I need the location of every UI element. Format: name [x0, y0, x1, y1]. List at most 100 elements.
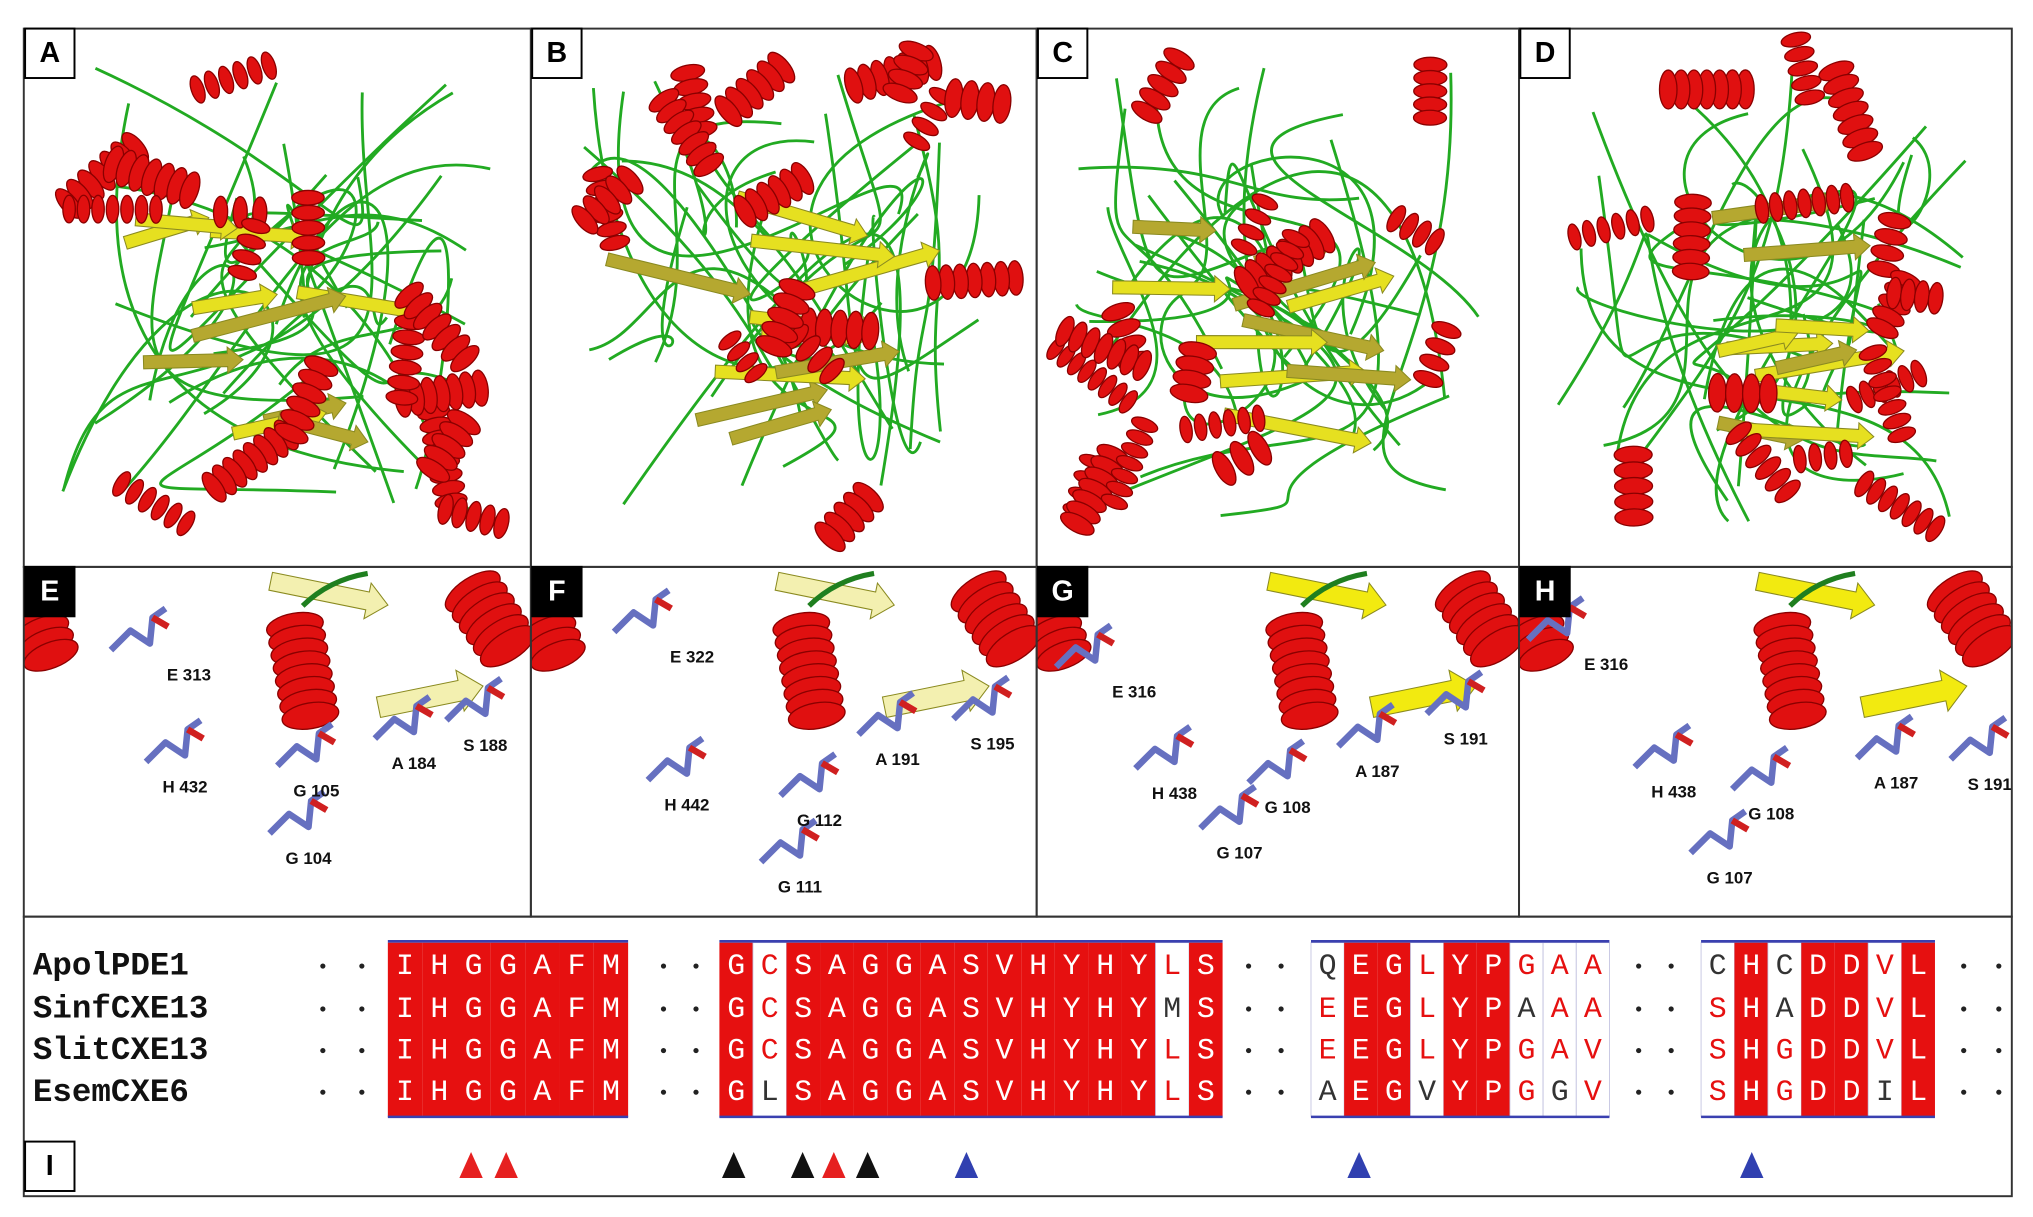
residue-letter: G	[861, 992, 879, 1026]
helix-turn	[1581, 219, 1597, 247]
beta-strand	[774, 571, 896, 620]
coil	[1155, 82, 1342, 359]
gap-dot	[1636, 1089, 1642, 1095]
residue-letter: M	[602, 992, 620, 1026]
panel-frame	[22, 915, 2013, 1198]
coil	[1788, 570, 1856, 608]
residue-label: E 313	[167, 666, 211, 685]
helix-turn	[1725, 421, 1752, 446]
alignment-column	[1867, 942, 1902, 1118]
helix-turn	[1247, 430, 1273, 466]
helix-turn	[137, 486, 157, 513]
beta-strand	[728, 400, 833, 446]
residue-letter: Y	[1130, 949, 1148, 983]
residue-label: A 187	[1874, 773, 1918, 792]
alignment-column	[490, 942, 526, 1117]
residue-letter: G	[895, 1075, 913, 1109]
panel-label-box	[24, 565, 76, 618]
alignment-column	[1801, 942, 1835, 1117]
helix-turn	[1823, 441, 1838, 470]
helix-turn	[150, 494, 170, 521]
residue-letter: S	[794, 949, 812, 983]
alignment-column	[1700, 942, 1735, 1118]
helix-turn	[479, 625, 531, 668]
alignment-column	[593, 942, 629, 1117]
helix-turn	[179, 171, 201, 209]
residue-letter: M	[602, 1075, 620, 1109]
site-marker	[954, 1151, 979, 1178]
residue-letter: E	[1352, 1033, 1370, 1067]
alignment-column	[1901, 942, 1935, 1117]
alignment-column	[1088, 942, 1122, 1117]
protein-structure	[571, 40, 1024, 553]
residue-letter: D	[1809, 1075, 1827, 1109]
gap-dot	[320, 1047, 326, 1054]
residue-letter: A	[533, 992, 551, 1026]
helix-turn	[1741, 373, 1761, 414]
helix-turn	[1120, 442, 1149, 459]
panel-label: A	[39, 37, 60, 69]
residue-letter: H	[1096, 1033, 1114, 1067]
helix-turn	[1882, 412, 1912, 430]
gap-dot	[1668, 963, 1674, 969]
gap-dot	[693, 1089, 699, 1095]
residue-tip	[1674, 731, 1694, 747]
sequence-name: ApolPDE1	[33, 948, 189, 985]
residue-letter: G	[499, 1075, 517, 1109]
gap-dot	[693, 1006, 699, 1012]
helix-turn	[1745, 444, 1772, 469]
helix-turn	[571, 205, 599, 235]
helix-turn	[1470, 625, 1520, 668]
panel-label-box	[1519, 27, 1571, 79]
residue-letter: A	[1584, 949, 1602, 983]
helix-turn	[1118, 390, 1139, 414]
residue-label: S 191	[1444, 729, 1488, 748]
residue-tip	[1568, 604, 1587, 620]
helix-turn	[1735, 433, 1762, 457]
helix-turn	[1671, 262, 1710, 281]
residue-letter: L	[1418, 949, 1436, 983]
residue-label: G 107	[1216, 844, 1262, 863]
helix-turn	[451, 497, 468, 529]
residue-letter: S	[1709, 1033, 1727, 1067]
residue-label: E 316	[1584, 655, 1628, 674]
gap-dot	[1668, 1047, 1674, 1054]
protein-structure	[1556, 31, 1967, 543]
helix-turn	[1774, 479, 1801, 504]
helix-turn	[1131, 416, 1159, 433]
coil	[695, 183, 808, 294]
residue-label: H 438	[1651, 783, 1696, 802]
helix-turn	[236, 233, 266, 250]
residue-letter: G	[499, 992, 517, 1026]
helix-turn	[1208, 411, 1222, 439]
coil	[1114, 108, 1224, 370]
helix-turn	[814, 521, 846, 553]
coil	[1101, 170, 1447, 400]
alignment-column	[1410, 942, 1445, 1118]
residue-letter: C	[1709, 949, 1727, 983]
helix-turn	[1887, 426, 1917, 444]
helix-turn	[755, 335, 793, 358]
helix-turn	[1613, 476, 1654, 496]
residue-letter: S	[962, 1075, 980, 1109]
residue-letter: G	[861, 949, 879, 983]
residue-letter: D	[1842, 1075, 1860, 1109]
helix-turn	[105, 194, 120, 224]
helix-turn	[1758, 373, 1778, 414]
residue-letter: H	[1029, 992, 1047, 1026]
helix-turn	[1613, 445, 1653, 465]
helix-turn	[1889, 492, 1910, 520]
residue-letter: V	[996, 1075, 1014, 1109]
helix-turn	[450, 345, 480, 373]
coil	[807, 570, 875, 608]
helix-turn	[735, 352, 759, 373]
alignment-column	[1189, 942, 1223, 1117]
residue-letter: M	[602, 1033, 620, 1067]
residue-letter: S	[962, 992, 980, 1026]
panel-label-box	[24, 27, 76, 79]
helix-turn	[1783, 190, 1798, 221]
residue-stick	[1424, 669, 1484, 717]
residue-letter: A	[928, 992, 946, 1026]
residue-letter: G	[727, 1033, 745, 1067]
residue-letter: M	[602, 949, 620, 983]
